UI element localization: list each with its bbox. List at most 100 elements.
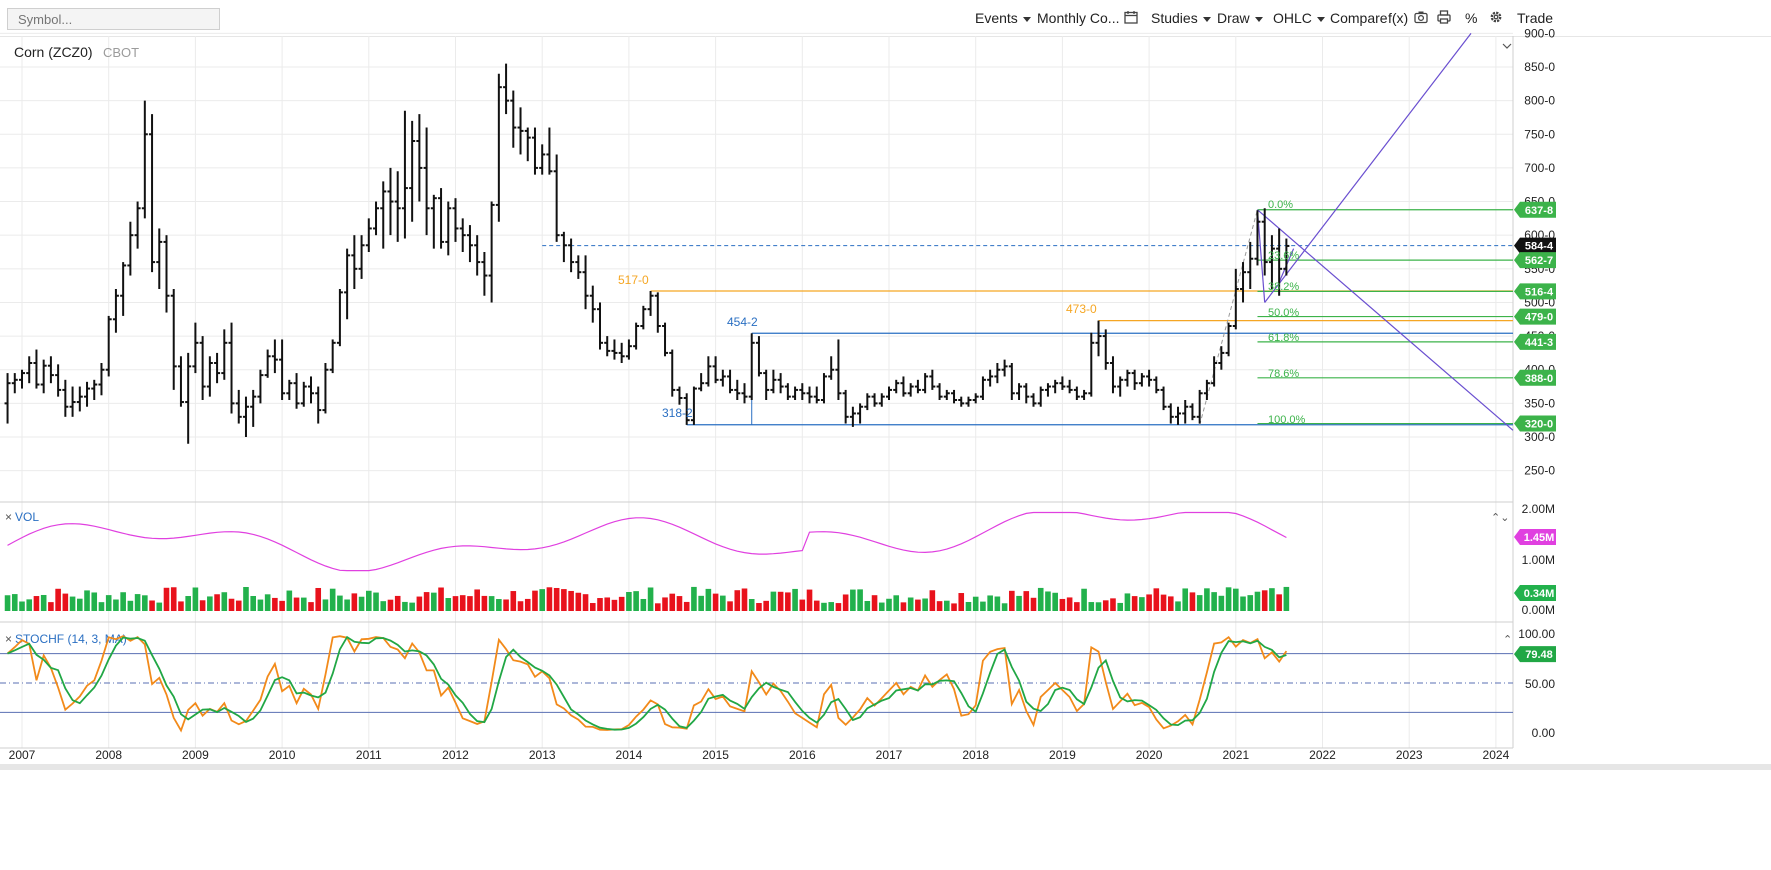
calendar-icon[interactable] [1124,10,1140,26]
year-label: 2023 [1396,748,1423,762]
chevron-down-icon [1022,16,1031,22]
symbol-input[interactable] [7,8,220,30]
ohlc-bar [1102,329,1109,370]
ohlc-bar [1016,383,1023,400]
price-tag-bg [1514,237,1556,254]
ohlc-bar [69,386,76,417]
ohlc-bar [799,383,806,400]
ohlc-bar [979,376,986,400]
volume-bar [84,590,90,611]
stoch-axis-label: 100.00 [1518,627,1555,641]
price-tag-t3: 516-4 [1514,283,1556,300]
ohlc-bar [611,339,618,360]
period-menu[interactable]: Monthly Co... [1037,10,1119,26]
print-icon[interactable] [1437,10,1453,26]
volume-bar [712,593,719,611]
volume-axis-label: 2.00M [1522,502,1555,516]
volume-bar [951,603,957,611]
volume-bar [19,601,25,611]
volume-bar [929,590,936,611]
volume-bar [842,594,849,611]
ohlc-bar [438,188,445,249]
volume-bar [517,601,524,611]
volume-bar [720,595,726,611]
ohlc-bar [849,406,856,427]
close-study-icon[interactable]: × [5,510,12,524]
function-button[interactable]: f(x) [1388,10,1409,26]
price-tag-text: 562-7 [1525,255,1553,267]
volume-bar [286,590,293,611]
price-axis-label: 350-0 [1524,396,1555,410]
close-study-icon[interactable]: × [5,632,12,646]
volume-bar [33,596,40,611]
volume-bar [496,599,502,611]
ohlc-bar [127,221,134,276]
ohlc-bar [907,383,914,397]
volume-bar [1088,602,1095,611]
volume-bar [358,596,365,611]
ohlc-bar [286,379,293,400]
ohlc-bar [47,356,54,384]
price-axis-label: 250-0 [1524,464,1555,478]
ohlc-bar [806,386,813,404]
stoch-tag-bg [1514,646,1556,663]
stoch-axis-label: 0.00 [1532,726,1556,740]
draw-menu[interactable]: Draw [1217,10,1263,26]
volume-bar [510,591,517,611]
volume-bar [1182,588,1189,611]
compare-button[interactable]: Compare [1330,10,1388,26]
volume-bar [257,599,264,611]
collapse-chevron-icon[interactable] [1502,43,1512,49]
toolbar: Events Monthly Co... Studies Draw OHLC C… [0,0,1771,37]
ohlc-bar [1175,406,1181,425]
ohlc-bar [1095,320,1102,357]
events-menu[interactable]: Events [975,10,1031,26]
volume-bar [770,591,777,611]
gear-icon[interactable] [1489,10,1505,26]
price-axis-label: 300-0 [1524,430,1555,444]
ohlc-bar [878,393,885,407]
stoch-tag-text: 79.48 [1525,649,1553,661]
volume-bar [748,599,755,611]
volume-bar [272,597,278,611]
studies-menu[interactable]: Studies [1151,10,1211,26]
volume-bar [1204,588,1210,611]
ohlc-bar [1261,208,1268,276]
price-tag-t7: 320-0 [1514,415,1556,432]
chart-style-menu[interactable]: OHLC [1273,10,1325,26]
resize-panel-icon[interactable]: ⌃⌄ [1491,512,1509,524]
ohlc-bar [1088,332,1095,397]
volume-bar [1102,600,1109,611]
ohlc-bar [1283,238,1290,276]
stoch-label: STOCHF (14, 3, MA) [15,632,127,646]
volume-bar [91,592,98,611]
stoch-d-line [7,635,1287,731]
ohlc-bar [423,127,430,236]
trade-button[interactable]: Trade [1517,10,1554,26]
ohlc-bar [430,194,437,249]
year-label: 2022 [1309,748,1336,762]
volume-bar [1233,588,1239,611]
camera-icon[interactable] [1414,10,1430,26]
horizontal-scrollbar[interactable] [0,764,1771,770]
ohlc-bar [741,383,748,404]
ohlc-bar [445,201,452,256]
volume-bar [936,601,943,611]
ohlc-bar [857,403,864,424]
ohlc-bar [987,369,994,387]
volume-bar [589,603,596,611]
volume-bar [633,591,639,611]
collapse-chevron-icon[interactable]: ⌃ [1503,634,1512,646]
ohlc-bar [618,342,625,363]
ohlc-bar [26,356,33,384]
volume-bar [907,597,914,611]
volume-bar [409,602,415,611]
ohlc-bar [727,369,734,394]
volume-bar [1211,592,1217,611]
price-tag-text: 479-0 [1525,312,1553,324]
annotation-318: 318-2 [662,406,693,420]
percent-button[interactable]: % [1465,10,1478,26]
ohlc-bar [597,302,603,350]
volume-bar [474,589,480,611]
